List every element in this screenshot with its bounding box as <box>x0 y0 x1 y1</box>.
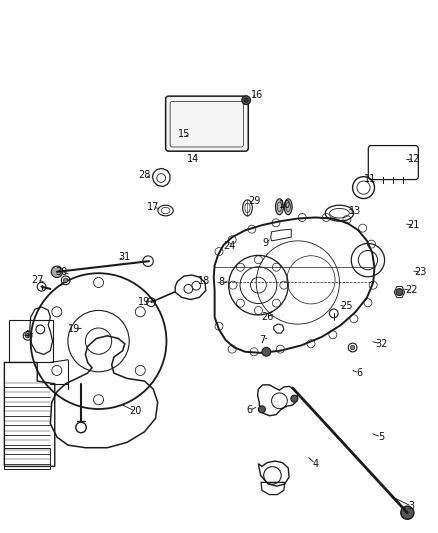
Circle shape <box>291 395 298 402</box>
Text: 30: 30 <box>55 267 67 277</box>
Text: 6: 6 <box>247 406 253 415</box>
Circle shape <box>242 96 251 104</box>
Text: 17: 17 <box>147 202 159 212</box>
Text: 32: 32 <box>375 339 387 349</box>
Circle shape <box>25 334 30 338</box>
Ellipse shape <box>276 199 283 215</box>
Text: 4: 4 <box>312 459 318 469</box>
Text: 12: 12 <box>408 154 420 164</box>
Text: 24: 24 <box>223 241 235 251</box>
Text: 9: 9 <box>263 238 269 247</box>
Text: 8: 8 <box>218 278 224 287</box>
Text: 29: 29 <box>248 197 260 206</box>
Text: 31: 31 <box>119 252 131 262</box>
Circle shape <box>51 266 63 278</box>
Circle shape <box>396 288 403 296</box>
Text: 28: 28 <box>138 170 151 180</box>
Text: 6: 6 <box>356 368 362 378</box>
Text: 19: 19 <box>68 325 81 334</box>
Text: 13: 13 <box>349 206 361 215</box>
Text: 26: 26 <box>261 312 273 321</box>
Text: 4: 4 <box>23 330 29 340</box>
Text: 22: 22 <box>406 286 418 295</box>
Circle shape <box>258 406 265 413</box>
Text: 11: 11 <box>364 174 376 183</box>
Text: 14: 14 <box>187 154 199 164</box>
Circle shape <box>262 348 271 356</box>
Circle shape <box>244 98 248 102</box>
Text: 10: 10 <box>279 200 291 209</box>
Text: 5: 5 <box>378 432 384 442</box>
Text: 19: 19 <box>138 297 151 307</box>
Text: 21: 21 <box>408 220 420 230</box>
Circle shape <box>401 506 414 519</box>
Circle shape <box>64 278 68 282</box>
Text: 15: 15 <box>178 130 190 139</box>
Text: 23: 23 <box>414 267 427 277</box>
Text: 27: 27 <box>31 275 43 285</box>
Text: 7: 7 <box>260 335 266 345</box>
Text: 25: 25 <box>340 302 352 311</box>
Circle shape <box>350 345 355 350</box>
Text: 20: 20 <box>130 407 142 416</box>
FancyBboxPatch shape <box>166 96 248 151</box>
Text: 16: 16 <box>251 90 264 100</box>
Ellipse shape <box>284 199 292 215</box>
Text: 18: 18 <box>198 277 210 286</box>
Text: 3: 3 <box>409 502 415 511</box>
